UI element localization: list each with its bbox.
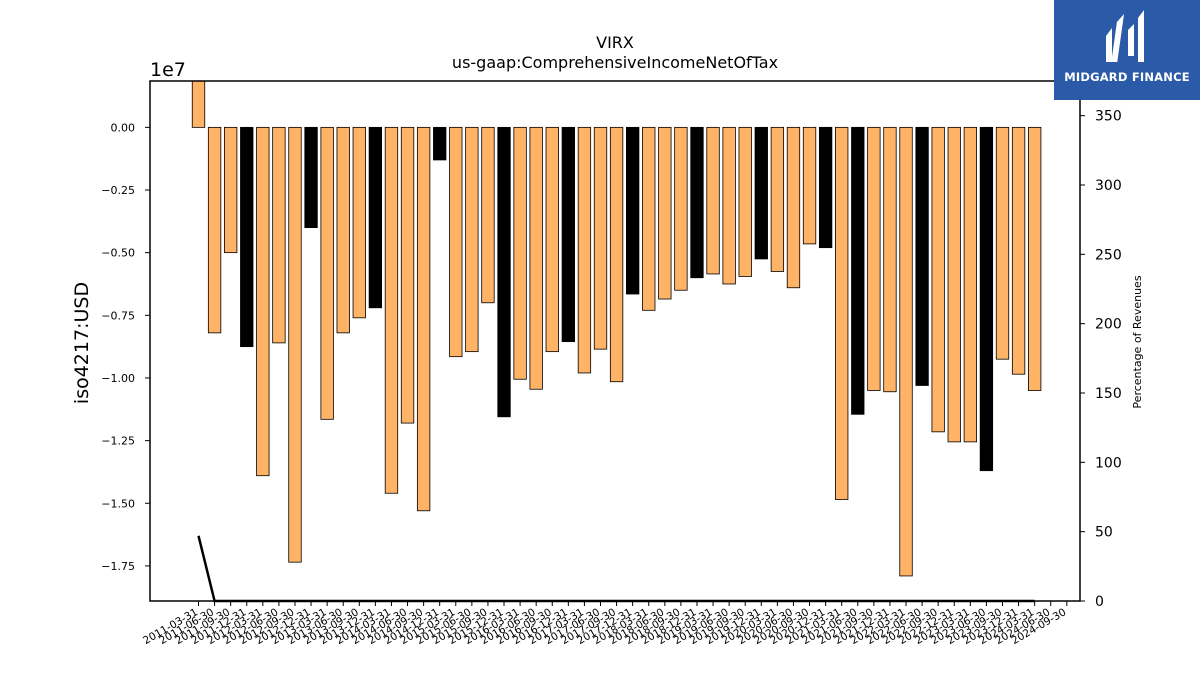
bar [481, 126, 495, 304]
bar [786, 126, 801, 289]
bar [995, 126, 1010, 360]
y-axis-label: iso4217:USD [71, 282, 93, 404]
bar [416, 126, 431, 512]
bar [433, 126, 447, 161]
bar [642, 126, 656, 311]
bar [593, 126, 608, 350]
bar [272, 126, 286, 344]
bar [658, 126, 672, 300]
bar [529, 126, 543, 390]
y-tick-label: 0.00 [111, 121, 136, 134]
bar [207, 126, 222, 334]
bar [722, 126, 736, 285]
bar [1011, 126, 1026, 375]
bar [674, 126, 688, 291]
bar [240, 126, 254, 348]
bar [288, 126, 302, 563]
bar [835, 126, 849, 500]
y-tick-label: −0.25 [101, 184, 135, 197]
chart-title: VIRX [596, 33, 634, 52]
bar [256, 126, 270, 477]
bar [947, 126, 961, 443]
bar [513, 126, 527, 380]
bar [561, 126, 575, 343]
y-tick-label: −1.25 [101, 435, 135, 448]
bar [754, 126, 768, 260]
bar [883, 126, 897, 393]
y2-tick-label: 350 [1095, 109, 1122, 125]
y2-tick-label: 50 [1095, 525, 1113, 541]
y-ticks-group: 0.00 −0.25 −0.50 −0.75 −1.00 −1.25 −1.50 −1.75 [101, 121, 150, 573]
bar [224, 126, 238, 254]
bar [400, 126, 415, 424]
bar [851, 126, 865, 415]
x-ticks-group: 2011-03-312011-06-302011-09-302011-12-31… [141, 601, 1068, 647]
brand-logo: MIDGARD FINANCE [1054, 0, 1200, 100]
bar [352, 126, 366, 319]
bar [738, 126, 752, 277]
y2-tick-label: 200 [1095, 317, 1122, 333]
bar [304, 126, 318, 228]
y2-tick-label: 150 [1095, 386, 1122, 402]
chart-subtitle: us-gaap:ComprehensiveIncomeNetOfTax [452, 53, 778, 72]
y2-tick-label: 0 [1095, 594, 1104, 610]
bar [497, 126, 511, 418]
bar [449, 126, 463, 358]
plot-frame [149, 80, 1081, 602]
bar [384, 126, 399, 494]
bar [963, 126, 977, 443]
bars-group [191, 80, 1042, 577]
bar [706, 126, 720, 275]
bar [368, 126, 383, 309]
y-offset-label: 1e7 [150, 59, 186, 81]
bar [545, 126, 559, 353]
bar [320, 126, 334, 420]
bar [915, 126, 929, 386]
bar [867, 126, 881, 391]
y-tick-label: −0.75 [101, 309, 135, 322]
bar [336, 126, 350, 334]
y2-tick-label: 250 [1095, 247, 1122, 263]
y-tick-label: −0.50 [101, 247, 135, 260]
bar [1028, 126, 1042, 391]
brand-name: MIDGARD FINANCE [1064, 70, 1190, 84]
bar [802, 126, 817, 245]
bar [979, 126, 994, 472]
y-tick-label: −1.50 [101, 497, 135, 510]
bar [626, 126, 640, 295]
y2-tick-label: 100 [1095, 455, 1122, 471]
bar [609, 126, 624, 383]
bar [191, 80, 206, 128]
y-tick-label: −1.00 [101, 372, 135, 385]
bar [931, 126, 945, 433]
y2-ticks-group: 0 50 100 150 200 250 300 350 [1080, 109, 1122, 610]
bar [770, 126, 785, 272]
bar [690, 126, 704, 279]
bar [818, 126, 833, 249]
bar [577, 126, 592, 374]
bar [899, 126, 913, 577]
y-tick-label: −1.75 [101, 560, 135, 573]
bar [465, 126, 479, 353]
y2-tick-label: 300 [1095, 178, 1122, 194]
midgard-logo-icon [1106, 10, 1144, 62]
y2-axis-label: Percentage of Revenues [1131, 275, 1144, 408]
